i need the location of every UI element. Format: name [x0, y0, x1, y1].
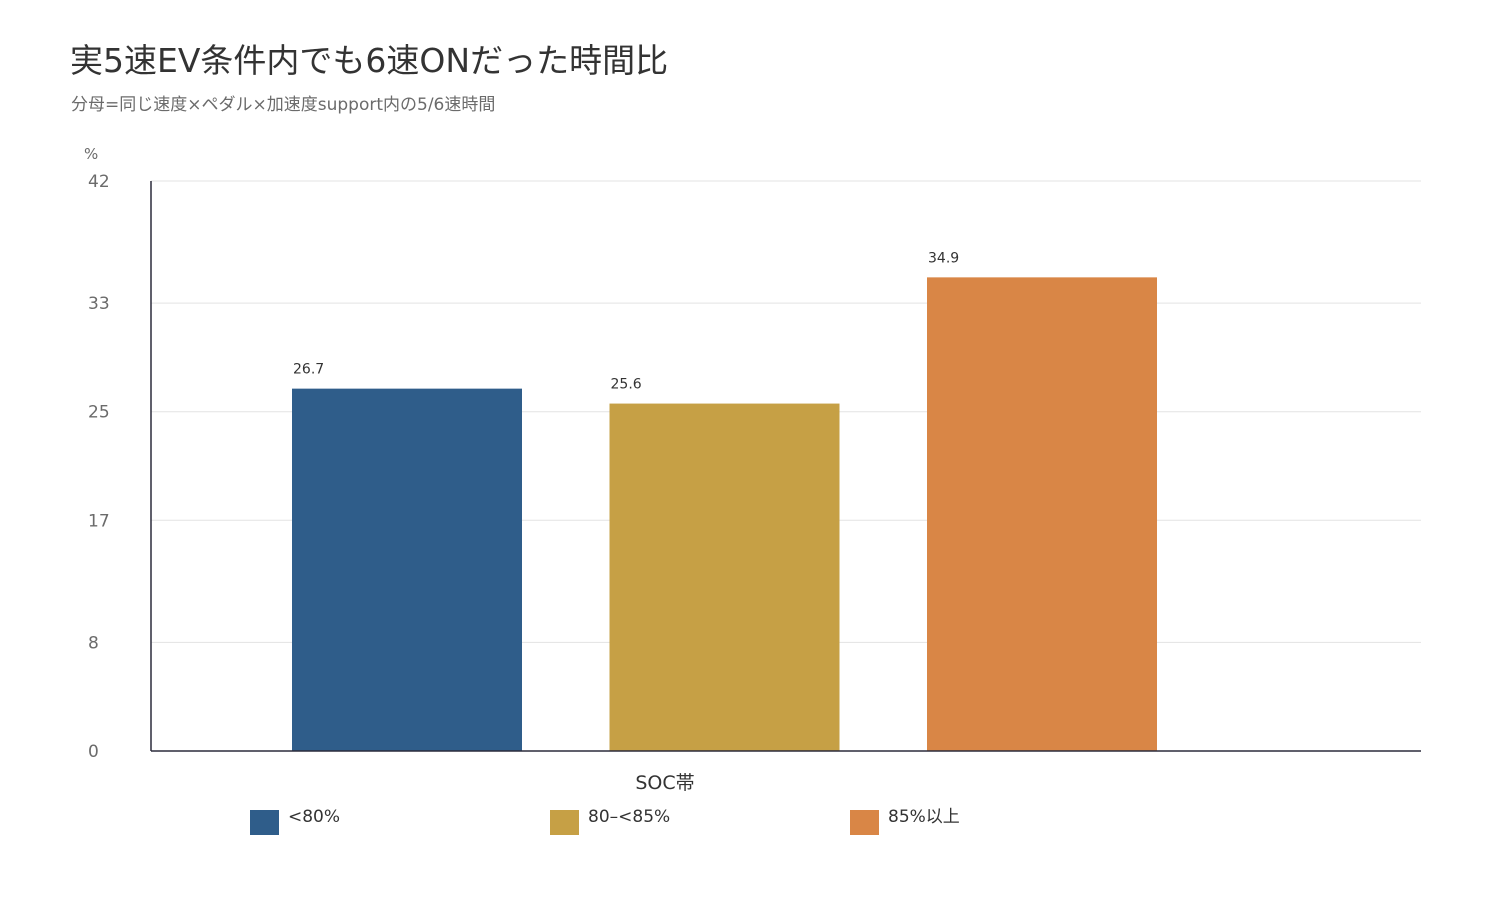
legend-label: <80%	[288, 807, 340, 827]
bar	[609, 403, 840, 751]
bar-value-label: 26.7	[293, 362, 324, 378]
y-tick-label: 0	[88, 742, 99, 762]
data-labels: 26.7 25.6 34.9	[293, 250, 959, 392]
y-axis-ticks: 0 8 17 25 33 42	[88, 172, 110, 762]
chart-subtitle: 分母=同じ速度×ペダル×加速度support内の5/6速時間	[71, 95, 496, 115]
y-tick-label: 25	[88, 403, 110, 423]
bars	[292, 277, 1157, 751]
chart-title: 実5速EV条件内でも6速ONだった時間比	[70, 41, 669, 80]
bar-value-label: 25.6	[611, 377, 642, 393]
y-tick-label: 8	[88, 633, 99, 653]
bar	[927, 277, 1157, 751]
legend-swatch	[250, 810, 279, 835]
y-axis-unit-label: %	[84, 145, 98, 163]
legend-swatch	[850, 810, 879, 835]
y-tick-label: 42	[88, 172, 110, 192]
legend: <80% 80–<85% 85%以上	[250, 807, 960, 835]
y-tick-label: 17	[88, 511, 110, 531]
bar	[292, 388, 522, 751]
legend-label: 85%以上	[888, 807, 960, 827]
bar-value-label: 34.9	[928, 250, 959, 266]
x-axis-title: SOC帯	[635, 772, 694, 794]
y-tick-label: 33	[88, 294, 110, 314]
legend-swatch	[550, 810, 579, 835]
legend-label: 80–<85%	[588, 807, 670, 827]
